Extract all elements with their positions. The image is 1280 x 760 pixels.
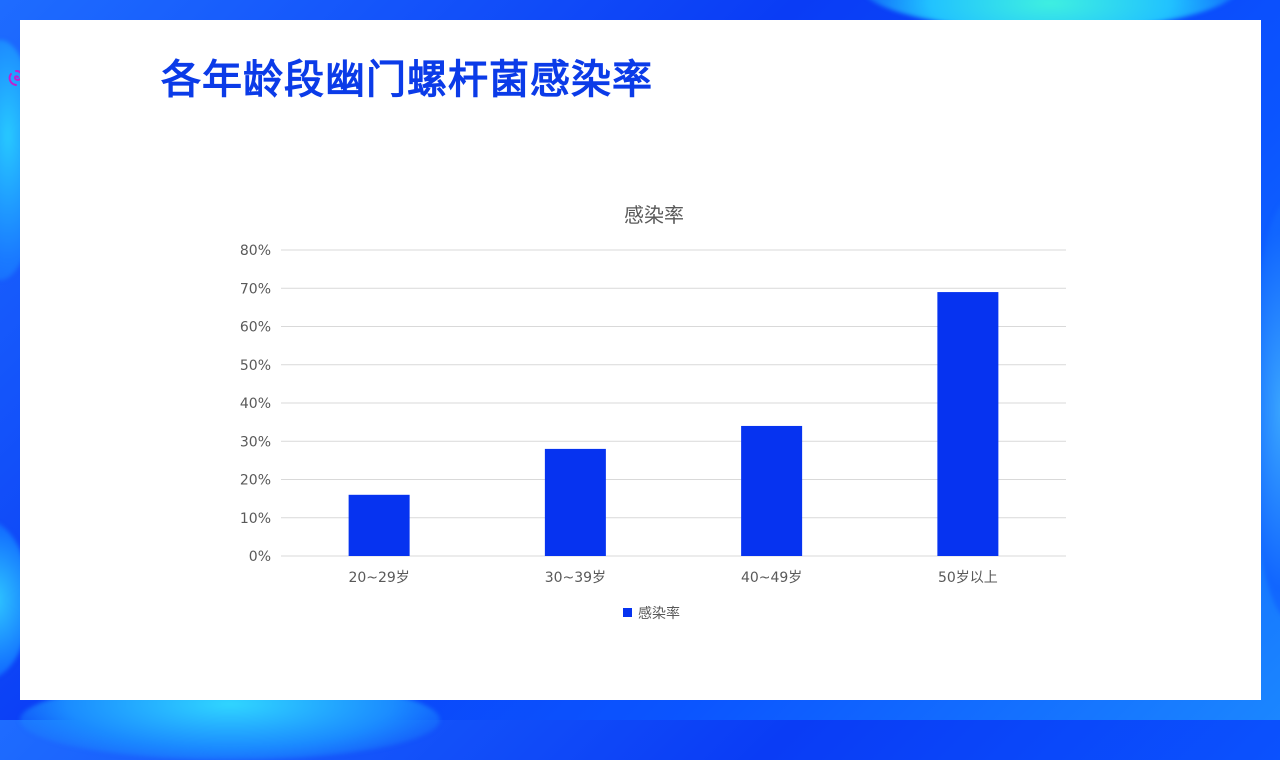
bar [741, 425, 803, 556]
gridlines [281, 249, 1066, 557]
bar [348, 494, 410, 556]
page-title: 各年龄段幽门螺杆菌感染率 [161, 57, 653, 103]
legend: 感染率 [623, 605, 680, 622]
bar-chart: 感染率 0% 10% 20% 30% 40% 50% 60% 70% 80% 20~29岁 30~… [240, 203, 1066, 622]
y-tick-label: 10% [240, 511, 271, 527]
y-tick-label: 70% [240, 281, 271, 297]
bar [544, 448, 606, 556]
legend-swatch [623, 608, 632, 617]
y-tick-label: 40% [240, 396, 271, 412]
chart-title: 感染率 [624, 203, 684, 227]
x-tick-label: 30~39岁 [545, 570, 606, 586]
y-tick-label: 0% [249, 549, 271, 565]
chart-container: 感染率 0% 10% 20% 30% 40% 50% 60% 70% 80% 20~29岁 30~… [200, 190, 1100, 640]
y-tick-label: 50% [240, 358, 271, 374]
y-tick-label: 60% [240, 320, 271, 336]
x-tick-label: 40~49岁 [741, 570, 802, 586]
legend-label: 感染率 [638, 605, 680, 622]
y-tick-label: 30% [240, 434, 271, 450]
x-tick-label: 20~29岁 [348, 570, 409, 586]
x-axis-ticks: 20~29岁 30~39岁 40~49岁 50岁以上 [348, 570, 997, 586]
y-tick-label: 20% [240, 473, 271, 489]
y-tick-label: 80% [240, 243, 271, 259]
content-panel [20, 20, 1261, 700]
bar [937, 292, 999, 556]
y-axis-ticks: 0% 10% 20% 30% 40% 50% 60% 70% 80% [240, 243, 271, 565]
x-tick-label: 50岁以上 [938, 570, 998, 586]
bars [348, 292, 999, 556]
